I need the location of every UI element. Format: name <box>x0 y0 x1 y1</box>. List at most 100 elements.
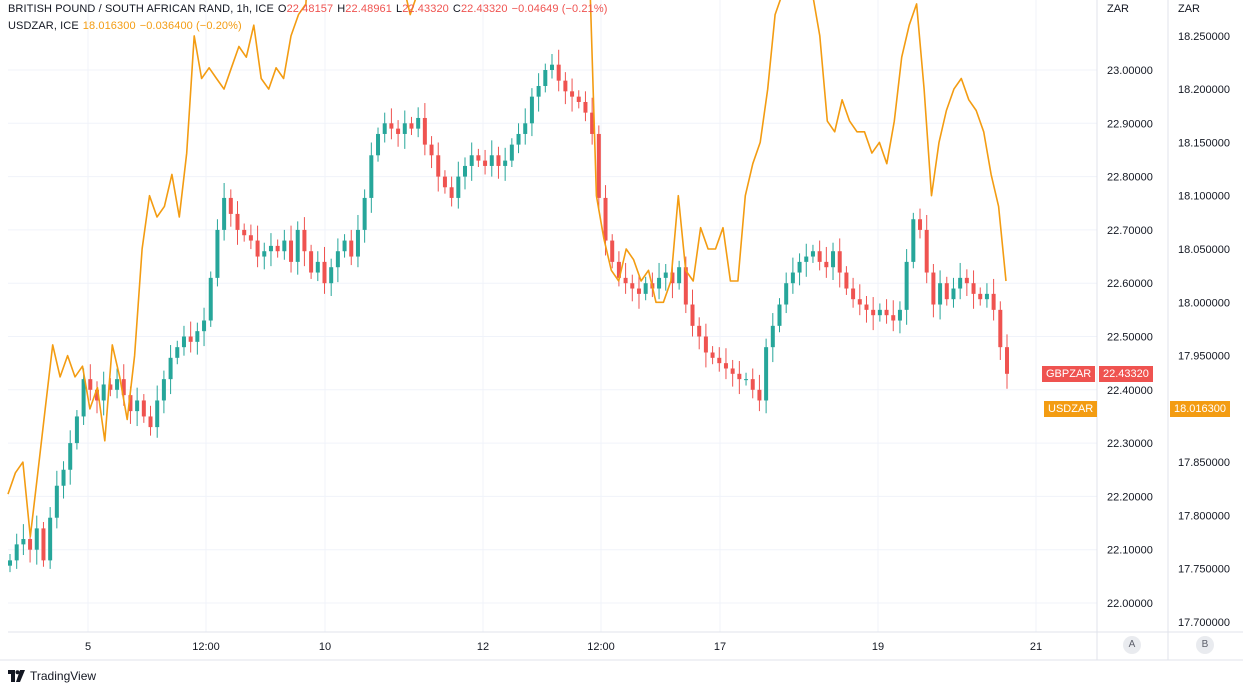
candle-body <box>710 352 715 358</box>
candle-body <box>88 379 93 390</box>
candle-body <box>289 240 294 262</box>
left-price-tick: 22.20000 <box>1107 491 1153 503</box>
candle-body <box>703 336 708 353</box>
candle-body <box>717 357 722 364</box>
main-series-legend[interactable]: BRITISH POUND / SOUTH AFRICAN RAND, 1h, … <box>8 3 612 15</box>
candle-body <box>268 245 273 252</box>
candle-body <box>68 443 73 470</box>
candle-body <box>536 85 541 97</box>
candle-body <box>215 229 220 278</box>
left-price-tick: 22.40000 <box>1107 385 1153 397</box>
candle-body <box>623 277 628 284</box>
left-price-tick: 22.80000 <box>1107 172 1153 184</box>
candle-body <box>483 160 488 166</box>
auto-scale-button[interactable]: A <box>1123 636 1141 654</box>
candle-body <box>529 96 534 124</box>
candle-body <box>998 309 1003 348</box>
candle-body <box>944 283 949 300</box>
candle-body <box>135 400 140 412</box>
candle-body <box>904 261 909 310</box>
left-price-tick: 23.00000 <box>1107 65 1153 77</box>
left-price-tick: 22.30000 <box>1107 438 1153 450</box>
candle-body <box>824 261 829 268</box>
candle-body <box>677 267 682 284</box>
candle-body <box>155 400 160 428</box>
candle-body <box>21 539 26 545</box>
compare-series-legend[interactable]: USDZAR, ICE 18.016300 −0.036400 (−0.20%) <box>8 20 246 32</box>
candle-body <box>195 331 200 342</box>
candle-body <box>938 283 943 305</box>
candle-body <box>342 240 347 252</box>
ohlc-low-label: L <box>395 3 403 15</box>
right-scale-button[interactable]: B <box>1196 636 1214 654</box>
ohlc-low: 22.43320 <box>402 3 449 15</box>
candle-body <box>81 379 86 417</box>
usdzar-name-tag: USDZAR <box>1044 401 1098 417</box>
main-symbol-title: BRITISH POUND / SOUTH AFRICAN RAND, 1h, … <box>8 3 274 15</box>
candle-body <box>897 309 902 321</box>
time-tick-label: 5 <box>85 641 91 653</box>
candle-body <box>563 80 568 92</box>
candle-body <box>844 272 849 289</box>
right-scale-title: ZAR <box>1178 3 1200 15</box>
candle-body <box>764 347 769 401</box>
candle-body <box>737 373 742 380</box>
time-tick-label: 21 <box>1030 641 1042 653</box>
tradingview-logo[interactable]: TradingView <box>8 669 96 683</box>
candle-body <box>41 528 46 561</box>
candle-body <box>94 389 99 401</box>
candle-body <box>329 267 334 284</box>
candle-body <box>570 91 575 97</box>
left-price-tick: 22.50000 <box>1107 332 1153 344</box>
candle-body <box>496 155 501 166</box>
left-price-tick: 22.00000 <box>1107 598 1153 610</box>
candle-body <box>864 304 869 310</box>
candle-body <box>362 197 367 230</box>
candle-body <box>797 261 802 273</box>
candle-body <box>784 283 789 305</box>
candle-body <box>503 160 508 166</box>
candle-body <box>810 251 815 257</box>
candle-body <box>302 229 307 252</box>
candle-body <box>556 64 561 81</box>
candle-body <box>744 379 749 381</box>
candle-body <box>857 299 862 305</box>
candle-body <box>235 213 240 230</box>
ohlc-change: −0.04649 (−0.21%) <box>511 3 608 15</box>
ohlc-close-label: C <box>452 3 461 15</box>
candle-body <box>148 416 153 428</box>
candle-body <box>121 379 126 396</box>
candle-body <box>1005 347 1009 374</box>
candle-body <box>202 320 207 332</box>
right-price-tick: 17.950000 <box>1178 351 1230 363</box>
right-price-tick: 18.150000 <box>1178 137 1230 149</box>
candle-body <box>616 261 621 278</box>
candle-body <box>141 400 146 417</box>
gbpzar-name-tag: GBPZAR <box>1042 366 1096 382</box>
time-axis: 5 12:00 10 12 12:00 17 19 21 <box>85 641 1042 653</box>
candle-body <box>630 283 635 289</box>
candle-body <box>670 272 675 284</box>
candle-body <box>884 309 889 316</box>
candle-body <box>222 197 227 230</box>
candle-body <box>175 347 180 358</box>
candle-body <box>422 117 427 145</box>
right-price-tick: 17.700000 <box>1178 617 1230 629</box>
candle-body <box>596 133 601 198</box>
candle-body <box>777 304 782 326</box>
candle-body <box>208 277 213 321</box>
right-price-tick: 18.200000 <box>1178 84 1230 96</box>
candle-body <box>804 256 809 262</box>
gbpzar-candles <box>8 49 1009 573</box>
candle-body <box>636 288 641 294</box>
right-price-tick: 18.100000 <box>1178 191 1230 203</box>
candle-body <box>322 261 327 284</box>
candle-body <box>355 229 360 257</box>
candle-body <box>770 325 775 348</box>
candle-body <box>295 229 300 262</box>
candle-body <box>683 267 688 305</box>
candle-body <box>831 251 836 268</box>
candle-body <box>543 70 548 86</box>
